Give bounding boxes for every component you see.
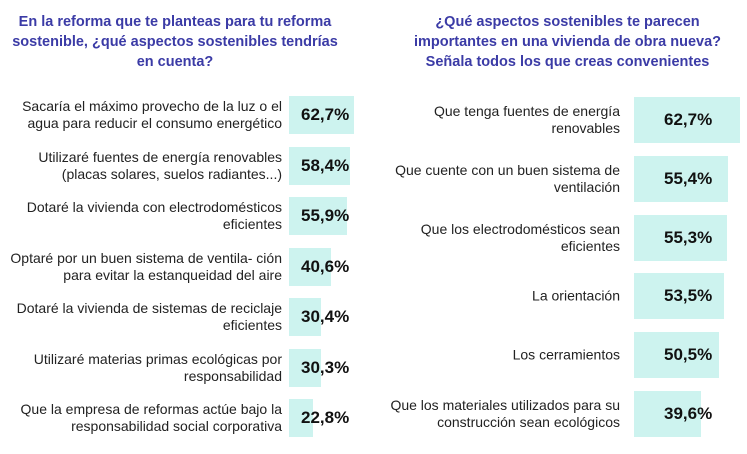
bar	[634, 332, 720, 379]
category-label: Que los materiales utilizados para su co…	[390, 397, 620, 430]
value-label: 55,4%	[664, 168, 713, 188]
category-label: Que los electrodomésticos sean eficiente…	[420, 220, 620, 254]
value-label: 30,3%	[301, 357, 350, 377]
category-label: Dotaré la vivienda con electrodomésticos…	[26, 199, 282, 232]
category-label: Dotaré la vivienda de sistemas de recicl…	[16, 300, 282, 333]
category-label: Utilizaré materias primas ecológicas por…	[33, 350, 282, 384]
category-label: Que cuente con un buen sistema de ventil…	[395, 161, 620, 195]
bar-row: Optaré por un buen sistema de ventila- c…	[0, 247, 747, 286]
value-label: 62,7%	[664, 110, 713, 129]
bar	[634, 155, 728, 202]
bar	[289, 197, 348, 235]
left-chart-title: En la reforma que te planteas para tu re…	[12, 14, 338, 70]
category-label: La orientación	[532, 287, 620, 304]
category-label: Sacaría el máximo provecho de la luz o e…	[22, 98, 282, 131]
bar	[634, 97, 740, 143]
bar-row: Que tenga fuentes de energía renovables 6…	[0, 97, 747, 143]
category-label: Que tenga fuentes de energía renovables	[433, 103, 620, 136]
value-label: 39,6%	[664, 404, 713, 423]
bar	[289, 298, 321, 336]
bar-row: Los cerramientos 50,5%	[0, 332, 747, 379]
bar	[289, 399, 313, 437]
bar	[289, 146, 350, 185]
bar-row: Utilizaré fuentes de energía renovables …	[0, 146, 747, 185]
value-label: 22,8%	[301, 408, 350, 427]
value-label: 53,5%	[664, 286, 713, 306]
bar-row: Utilizaré materias primas ecológicas por…	[0, 348, 747, 387]
bar	[634, 214, 728, 261]
bar-row: Sacaría el máximo provecho de la luz o e…	[0, 96, 747, 134]
bar-row: Que la empresa de reformas actúe bajo la…	[0, 399, 747, 437]
value-label: 55,9%	[301, 206, 350, 225]
bar-row: Que los materiales utilizados para su co…	[0, 391, 747, 437]
value-label: 58,4%	[301, 155, 350, 175]
bar-row: La orientación 53,5%	[0, 273, 747, 320]
bar-row: Que los electrodomésticos sean eficiente…	[0, 214, 747, 261]
value-label: 62,7%	[301, 105, 350, 124]
bar	[289, 96, 355, 134]
bar-row: Que cuente con un buen sistema de ventil…	[0, 155, 747, 202]
value-label: 55,3%	[664, 227, 713, 247]
category-label: Los cerramientos	[512, 346, 620, 363]
right-chart-title: ¿Qué aspectos sostenibles te parecen imp…	[414, 14, 721, 70]
value-label: 30,4%	[301, 307, 350, 326]
bar	[289, 348, 321, 387]
bar-row: Dotaré la vivienda de sistemas de recicl…	[0, 298, 747, 336]
value-label: 40,6%	[301, 256, 350, 276]
category-label: Utilizaré fuentes de energía renovables …	[38, 148, 282, 182]
value-label: 50,5%	[664, 345, 713, 365]
bar	[634, 273, 725, 320]
bar-row: Dotaré la vivienda con electrodomésticos…	[0, 197, 747, 235]
bar	[634, 391, 701, 437]
category-label: Que la empresa de reformas actúe bajo la…	[20, 401, 282, 434]
category-label: Optaré por un buen sistema de ventila- c…	[10, 249, 282, 283]
bar	[289, 247, 332, 286]
